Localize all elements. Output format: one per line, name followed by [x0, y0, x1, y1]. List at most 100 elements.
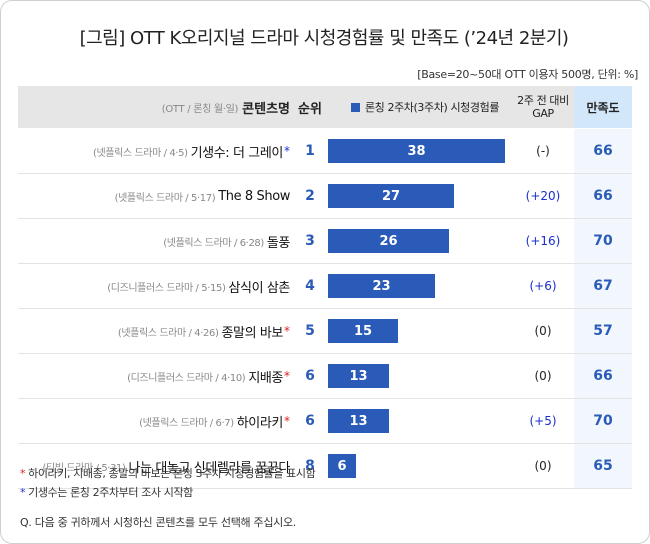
bar-value-label: 13	[349, 368, 368, 384]
note-red-mark: *	[20, 467, 26, 480]
row-gap: (+6)	[529, 279, 557, 293]
note-red-text: 하이라키, 지배종, 종말의 바보는 론칭 3주차 시청경험률을 표시함	[28, 467, 316, 480]
row-satisfaction: 70	[593, 233, 613, 249]
row-content-sub: (티빙 드라마 / 5·31)	[42, 462, 126, 474]
row-content-name: 지배종	[248, 370, 283, 386]
row-mark: *	[284, 414, 290, 428]
bar-value-label: 13	[349, 413, 368, 429]
header-rate: 론칭 2주차(3주차) 시청경험률	[340, 86, 510, 128]
row-content: (넷플릭스 드라마 / 6·28) 돌풍	[18, 219, 290, 263]
row-content-name: 하이라키	[236, 415, 284, 431]
row-gap: (0)	[534, 324, 552, 338]
survey-question: Q. 다음 중 귀하께서 시청하신 콘텐츠를 모두 선택해 주십시오.	[20, 516, 297, 529]
table-row	[18, 354, 632, 399]
satisfaction-cell-bg	[574, 129, 632, 173]
row-content-name: 기생수: 더 그레이	[190, 145, 284, 161]
header-content: (OTT / 론칭 월·일) 콘텐츠명	[18, 86, 290, 128]
row-rank: 5	[305, 323, 315, 339]
row-gap: (+16)	[525, 234, 561, 248]
bar-value-label: 6	[337, 458, 347, 474]
note-blue-text: 기생수는 론칭 2주차부터 조사 시작함	[28, 486, 193, 499]
bar: 15	[328, 319, 398, 343]
row-rank: 3	[305, 233, 315, 249]
legend-square-icon	[350, 102, 360, 112]
row-gap: (0)	[534, 459, 552, 473]
note-blue-mark: *	[20, 486, 26, 499]
row-content: (넷플릭스 드라마 / 4·26) 종말의 바보 *	[18, 309, 290, 353]
bar-value-label: 15	[353, 323, 373, 339]
satisfaction-cell-bg	[574, 354, 632, 398]
bar: 13	[328, 364, 389, 388]
row-rank: 6	[305, 413, 315, 429]
table-row	[18, 219, 632, 264]
base-note: [Base=20~50대 OTT 이용자 500명, 단위: %]	[417, 68, 638, 81]
row-rank: 1	[305, 143, 315, 159]
table-row	[18, 174, 632, 219]
bar: 38	[328, 139, 505, 163]
header-rank: 순위	[298, 101, 322, 117]
row-satisfaction: 66	[593, 188, 613, 204]
bar: 6	[328, 454, 356, 478]
row-rank: 6	[305, 368, 315, 384]
row-content-sub: (넷플릭스 드라마 / 4·5)	[93, 147, 188, 159]
row-content-sub: (디즈니플러스 드라마 / 4·10)	[127, 372, 246, 384]
bar: 23	[328, 274, 435, 298]
note-blue: * 기생수는 론칭 2주차부터 조사 시작함	[20, 484, 193, 500]
satisfaction-cell-bg	[574, 219, 632, 263]
row-satisfaction: 70	[593, 413, 613, 429]
row-content: (넷플릭스 드라마 / 5·17) The 8 Show	[18, 174, 291, 218]
row-content-sub: (넷플릭스 드라마 / 6·28)	[163, 237, 264, 249]
row-content-name: 삼식이 삼촌	[228, 280, 290, 296]
row-rank: 2	[305, 188, 315, 204]
satisfaction-cell-bg	[574, 444, 632, 488]
row-gap: (-)	[536, 144, 550, 158]
satisfaction-header-bg	[574, 86, 632, 128]
satisfaction-cell-bg	[574, 399, 632, 443]
table-row	[18, 444, 632, 489]
bar: 13	[328, 409, 389, 433]
row-content-name: 종말의 바보	[221, 325, 283, 341]
header-rate-label: 론칭 2주차(3주차) 시청경험률	[364, 101, 500, 114]
row-satisfaction: 66	[593, 368, 613, 384]
header-satisfaction: 만족도	[586, 100, 620, 115]
row-mark: *	[284, 324, 290, 338]
row-gap: (+20)	[525, 189, 561, 203]
row-mark: *	[284, 369, 290, 383]
table-row	[18, 129, 632, 174]
header-gap-line1: 2주 전 대비	[517, 94, 569, 107]
row-satisfaction: 66	[593, 143, 613, 159]
table-row	[18, 399, 632, 444]
row-content-sub: (넷플릭스 드라마 / 6·7)	[139, 417, 234, 429]
row-rank: 4	[305, 278, 315, 294]
header-content-sub: (OTT / 론칭 월·일)	[161, 103, 239, 115]
row-gap: (0)	[534, 369, 552, 383]
table-row	[18, 309, 632, 354]
satisfaction-cell-bg	[574, 309, 632, 353]
row-content-name: 돌풍	[266, 235, 291, 251]
row-content: (티빙 드라마 / 5·31) 나는 대놓고 신데렐라를 꿈꾼다	[18, 444, 291, 488]
table-header	[18, 86, 632, 128]
note-red: * 하이라키, 지배종, 종말의 바보는 론칭 3주차 시청경험률을 표시함	[20, 465, 316, 481]
header-content-main: 콘텐츠명	[242, 101, 290, 117]
row-rank: 8	[305, 458, 315, 474]
row-gap: (+5)	[529, 414, 557, 428]
row-content-name: The 8 Show	[218, 188, 290, 204]
row-content: (넷플릭스 드라마 / 6·7) 하이라키 *	[18, 399, 290, 443]
row-content-sub: (디즈니플러스 드라마 / 5·15)	[107, 282, 226, 294]
chart-title: [그림] OTT K오리지널 드라마 시청경험률 및 만족도 (’24년 2분기…	[79, 28, 569, 49]
satisfaction-cell-bg	[574, 174, 632, 218]
header-gap: 2주 전 대비 GAP	[512, 86, 574, 128]
bar: 27	[328, 184, 454, 208]
bar-value-label: 26	[379, 233, 398, 249]
row-content-name: 나는 대놓고 신데렐라를 꿈꾼다	[128, 460, 291, 476]
satisfaction-cell-bg	[574, 264, 632, 308]
bar-value-label: 27	[381, 188, 401, 204]
row-content: (디즈니플러스 드라마 / 5·15) 삼식이 삼촌	[18, 264, 290, 308]
row-satisfaction: 57	[593, 323, 613, 339]
table-row	[18, 264, 632, 309]
bar-value-label: 23	[372, 278, 391, 294]
row-mark: *	[284, 144, 290, 158]
row-satisfaction: 67	[593, 278, 613, 294]
header-gap-line2: GAP	[532, 107, 554, 120]
row-content: (넷플릭스 드라마 / 4·5) 기생수: 더 그레이 *	[18, 129, 290, 173]
